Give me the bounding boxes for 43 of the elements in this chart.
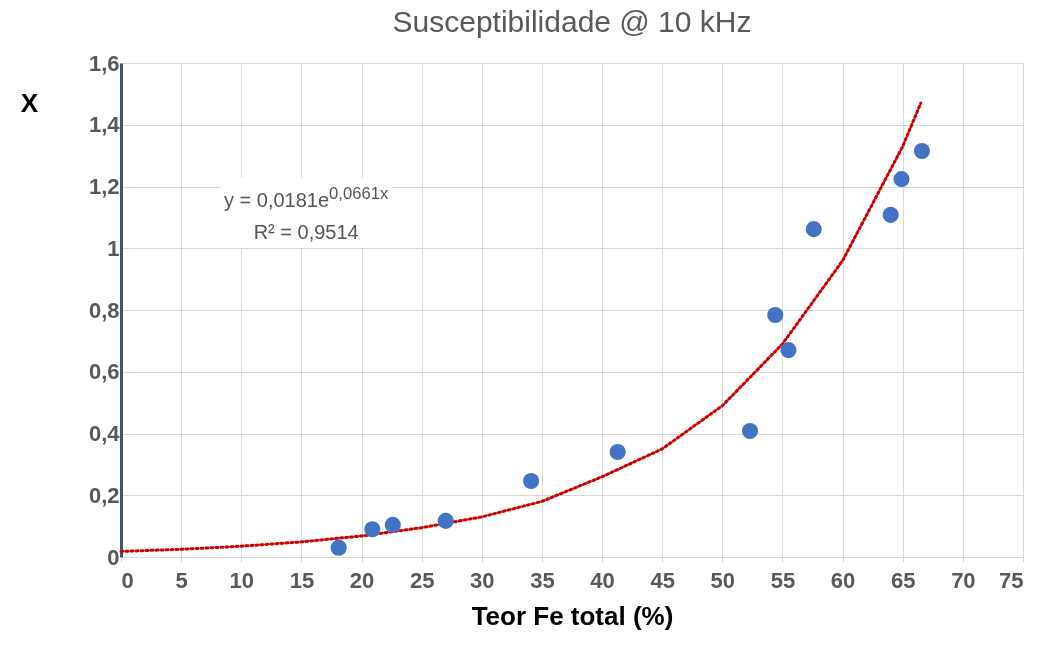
point xyxy=(330,539,347,556)
x-tick-label: 65 xyxy=(890,567,916,593)
x-tick-label: 60 xyxy=(830,567,856,593)
point xyxy=(437,512,454,529)
chart-title: Susceptibilidade @ 10 kHz xyxy=(392,5,752,38)
point xyxy=(913,142,931,160)
y-tick-label: 0,8 xyxy=(88,297,120,323)
y-axis-title: X xyxy=(20,87,39,118)
x-tick-label: 40 xyxy=(590,567,615,593)
y-tick-label: 1,2 xyxy=(88,174,120,199)
x-tick-label: 30 xyxy=(470,567,495,593)
y-tick-label: 0 xyxy=(107,544,120,570)
y-tick-label: 0,2 xyxy=(88,482,120,508)
point xyxy=(741,422,759,440)
x-tick-label: 35 xyxy=(530,567,555,593)
point xyxy=(893,171,910,188)
x-tick-label: 10 xyxy=(229,567,255,593)
point xyxy=(805,221,822,238)
annotation: R² = 0,9514 xyxy=(252,219,360,245)
x-tick-label: 75 xyxy=(999,567,1024,593)
line-series xyxy=(119,101,923,553)
x-tick-label: 50 xyxy=(710,567,736,593)
y-tick-label: 0,4 xyxy=(88,421,121,446)
x-tick-label: 25 xyxy=(409,567,435,593)
point xyxy=(882,206,899,223)
point xyxy=(384,516,401,533)
x-tick-label: 55 xyxy=(770,567,796,593)
point xyxy=(364,521,381,538)
point xyxy=(609,443,626,461)
x-tick-label: 45 xyxy=(650,567,675,593)
x-tick-label: 20 xyxy=(349,567,375,593)
x-axis-title: Teor Fe total (%) xyxy=(471,600,674,631)
x-tick-label: 15 xyxy=(289,567,315,593)
x-tick-label: 5 xyxy=(175,567,188,593)
y-tick-label: 1,4 xyxy=(88,112,121,138)
x-tick-label: 70 xyxy=(951,567,976,593)
point xyxy=(780,342,797,359)
y-tick-label: 1,6 xyxy=(88,50,120,76)
y-tick-label: 0,6 xyxy=(88,359,120,385)
y-tick-label: 1 xyxy=(107,235,120,261)
annotation: y = 0,0181e$^{0,0661x}$ xyxy=(224,183,389,213)
point xyxy=(767,306,784,323)
point xyxy=(523,473,540,490)
